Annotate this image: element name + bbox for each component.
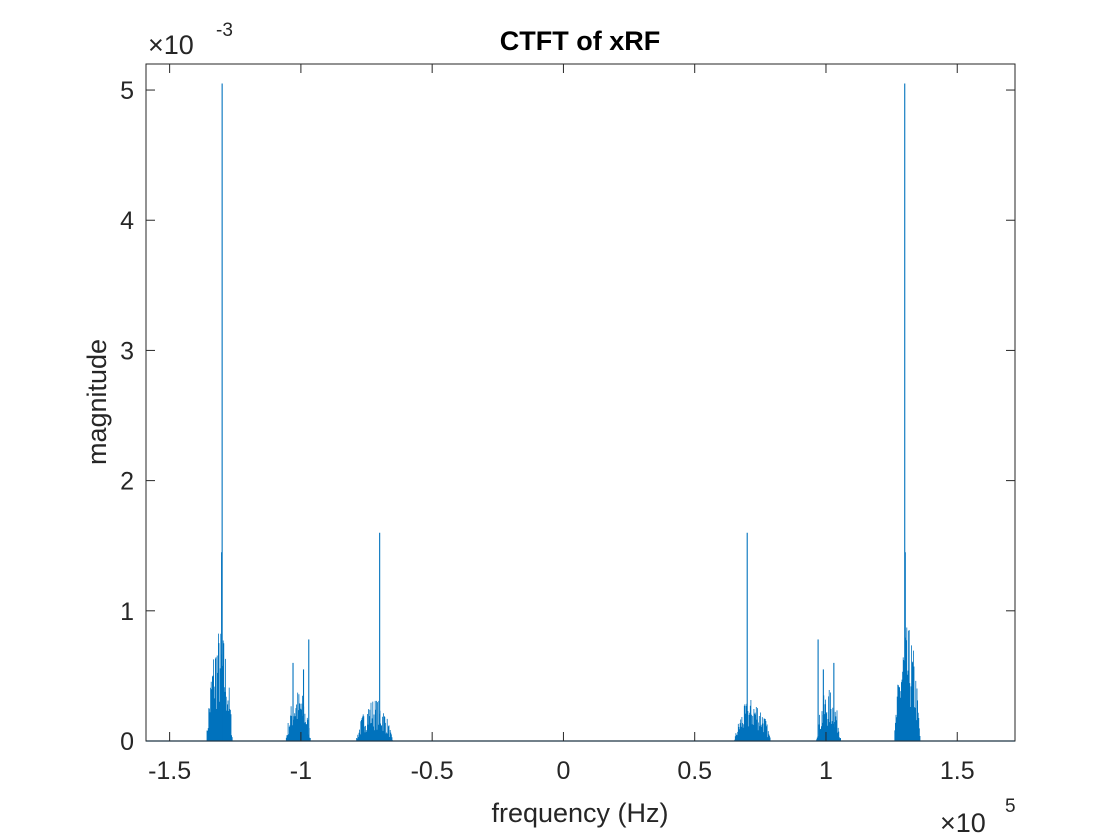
x-tick-label: 0.5: [677, 757, 712, 785]
x-exponent-power: 5: [1005, 796, 1016, 817]
chart-title: CTFT of xRF: [500, 26, 660, 56]
y-axis-label: magnitude: [82, 339, 112, 465]
y-exponent-label: ×10 -3: [148, 20, 233, 60]
x-tick-label: 1.5: [940, 757, 975, 785]
spectral-band: [356, 700, 393, 741]
y-tick-label: 0: [120, 728, 134, 756]
axes-background: [146, 64, 1015, 741]
x-axis-ticks: -1.5 -1 -0.5 0 0.5 1 1.5: [148, 64, 975, 785]
y-exponent-power: -3: [216, 20, 233, 41]
x-tick-label: 1: [819, 757, 833, 785]
axes-box: [145, 63, 1016, 742]
x-tick-label: -0.5: [411, 757, 454, 785]
y-axis-ticks: 0 1 2 3 4 5: [120, 77, 1015, 756]
x-exponent-label: ×10 5: [940, 796, 1016, 838]
x-axis-label: frequency (Hz): [491, 798, 668, 828]
y-tick-label: 5: [120, 77, 134, 105]
x-tick-label: -1.5: [148, 757, 191, 785]
x-tick-label: -1: [290, 757, 312, 785]
y-exponent-base: ×10: [148, 30, 194, 60]
x-exponent-base: ×10: [940, 808, 986, 838]
y-tick-label: 3: [120, 337, 134, 365]
y-tick-label: 1: [120, 598, 134, 626]
y-tick-label: 2: [120, 468, 134, 496]
y-tick-label: 4: [120, 207, 134, 235]
x-tick-label: 0: [556, 757, 570, 785]
spectral-band: [206, 633, 233, 741]
spectral-band: [734, 700, 772, 741]
